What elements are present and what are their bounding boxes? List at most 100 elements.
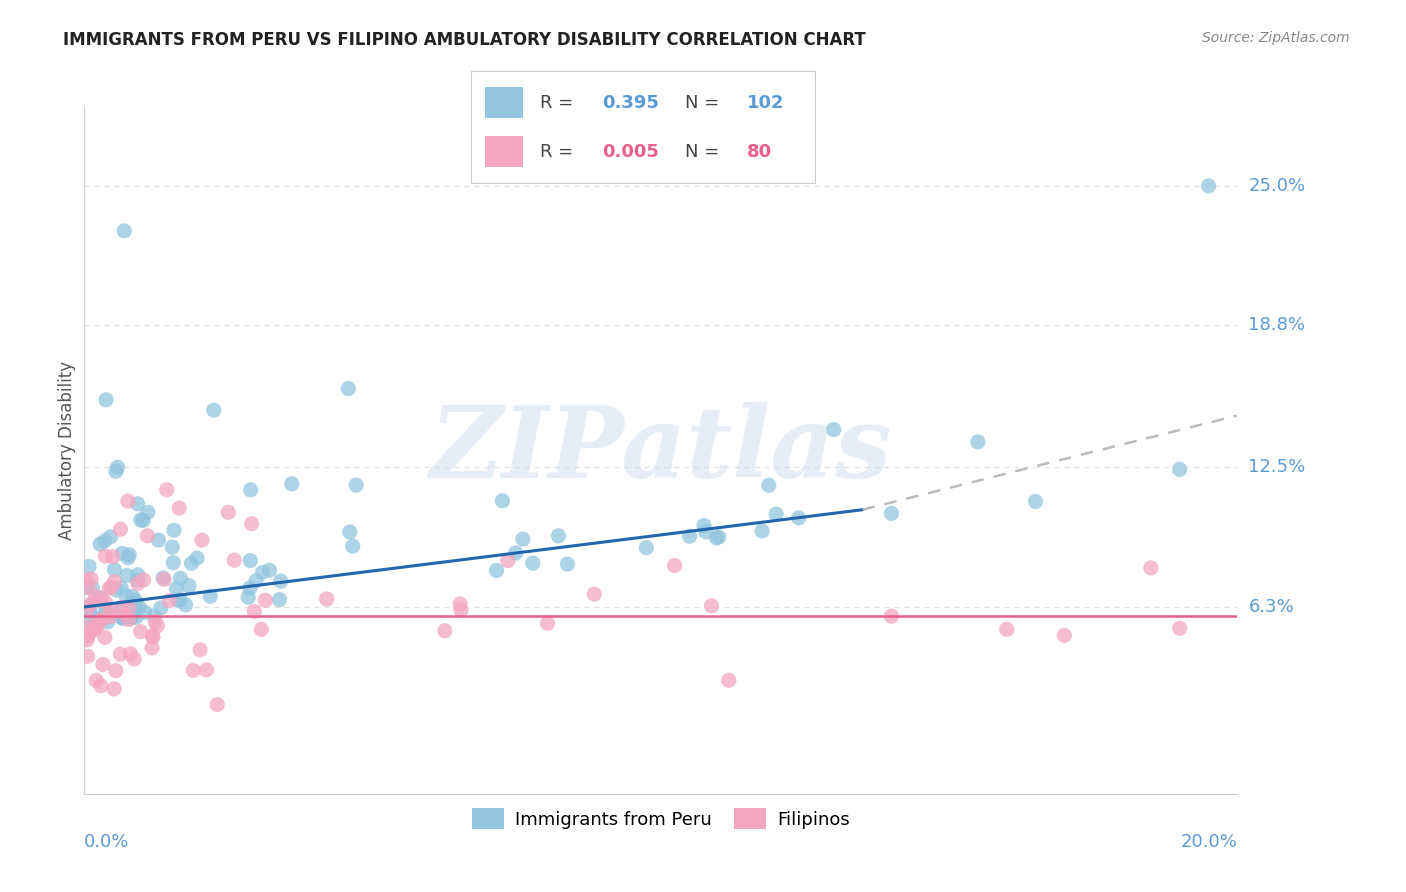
Point: [79, 604, 101, 618]
Point: [205, 698, 228, 712]
Point: [134, 605, 156, 619]
Point: [153, 572, 176, 586]
Point: [124, 593, 146, 607]
Point: [114, 607, 136, 622]
Point: [238, 591, 260, 605]
Point: [344, 478, 367, 492]
Point: [105, 607, 128, 621]
Point: [169, 571, 191, 585]
Point: [107, 460, 129, 475]
Point: [224, 553, 246, 567]
Point: [557, 557, 579, 571]
Point: [87, 615, 110, 629]
Point: [157, 594, 180, 608]
Point: [536, 616, 558, 631]
Point: [104, 464, 127, 478]
Point: [485, 564, 508, 578]
Point: [90, 591, 112, 605]
Point: [243, 605, 266, 619]
Point: [127, 576, 149, 591]
Point: [450, 603, 472, 617]
Text: 12.5%: 12.5%: [1249, 458, 1306, 476]
Point: [132, 573, 155, 587]
Point: [80, 572, 103, 586]
Point: [174, 598, 197, 612]
Point: [239, 553, 262, 567]
Point: [97, 615, 120, 629]
Point: [239, 581, 262, 595]
Point: [693, 518, 716, 533]
Point: [82, 581, 104, 595]
Point: [1140, 561, 1163, 575]
Point: [120, 647, 142, 661]
Text: ZIPatlas: ZIPatlas: [430, 402, 891, 499]
Point: [270, 574, 292, 589]
Point: [787, 511, 810, 525]
Point: [118, 548, 141, 562]
Point: [91, 612, 114, 626]
Point: [751, 524, 773, 538]
Point: [156, 483, 179, 497]
Point: [252, 566, 274, 580]
Point: [79, 599, 101, 614]
Point: [75, 580, 97, 594]
Point: [636, 541, 658, 555]
Point: [254, 593, 277, 607]
Point: [180, 556, 202, 570]
Point: [76, 602, 98, 616]
Point: [269, 592, 291, 607]
Point: [127, 567, 149, 582]
Point: [111, 602, 134, 616]
FancyBboxPatch shape: [485, 87, 523, 119]
Point: [94, 549, 117, 563]
Point: [337, 382, 360, 396]
Point: [87, 615, 110, 629]
Point: [105, 583, 128, 598]
Text: N =: N =: [685, 143, 724, 161]
Point: [94, 392, 117, 407]
Point: [162, 540, 184, 554]
Point: [433, 624, 456, 638]
Point: [101, 549, 124, 564]
Text: Source: ZipAtlas.com: Source: ZipAtlas.com: [1202, 31, 1350, 45]
Point: [245, 574, 267, 588]
Point: [758, 478, 780, 492]
Point: [1053, 628, 1076, 642]
Point: [115, 610, 138, 624]
Point: [84, 589, 107, 603]
Point: [86, 618, 108, 632]
Point: [967, 434, 990, 449]
Point: [77, 629, 100, 643]
Point: [110, 600, 132, 615]
Text: 20.0%: 20.0%: [1181, 833, 1237, 851]
Point: [121, 590, 143, 604]
Point: [679, 529, 702, 543]
Point: [120, 611, 142, 625]
Point: [103, 681, 125, 696]
Point: [149, 600, 172, 615]
Point: [995, 622, 1018, 636]
Text: 6.3%: 6.3%: [1249, 598, 1294, 616]
Point: [148, 533, 170, 547]
Point: [77, 626, 100, 640]
Point: [75, 629, 97, 643]
Point: [342, 539, 364, 553]
Point: [91, 610, 114, 624]
Point: [239, 483, 262, 497]
Point: [136, 529, 159, 543]
Point: [76, 649, 98, 664]
Point: [163, 523, 186, 537]
Point: [129, 513, 152, 527]
Point: [195, 663, 218, 677]
Point: [186, 551, 208, 566]
Point: [765, 507, 787, 521]
Point: [188, 643, 211, 657]
Point: [91, 657, 114, 672]
Point: [505, 546, 527, 560]
Point: [76, 632, 98, 647]
Point: [250, 623, 273, 637]
Legend: Immigrants from Peru, Filipinos: Immigrants from Peru, Filipinos: [464, 801, 858, 837]
Point: [1168, 621, 1191, 635]
Point: [118, 601, 141, 615]
Point: [103, 563, 125, 577]
